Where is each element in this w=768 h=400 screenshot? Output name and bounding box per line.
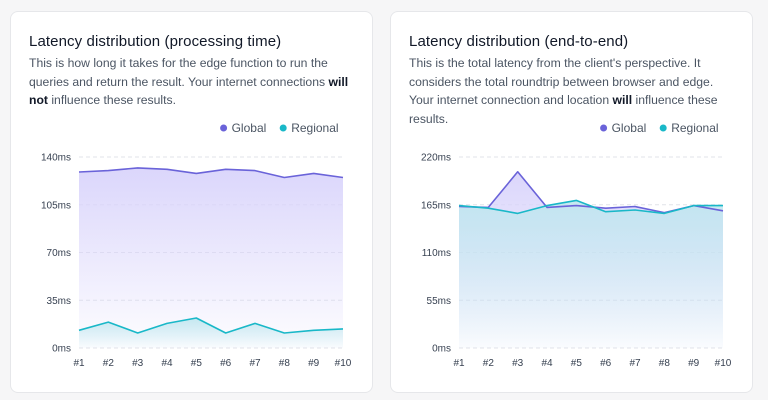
- x-tick-label: #5: [571, 358, 583, 369]
- y-tick-label: 35ms: [47, 296, 71, 307]
- legend: Global Regional: [220, 121, 339, 135]
- description-text: This is how long it takes for the edge f…: [29, 56, 329, 89]
- regional-area: [79, 318, 343, 348]
- x-tick-label: #6: [600, 358, 612, 369]
- x-tick-label: #10: [335, 358, 352, 369]
- legend-global-dot: [600, 124, 608, 132]
- y-tick-label: 55ms: [427, 296, 451, 307]
- regional-area: [459, 200, 723, 348]
- processing-time-card: Latency distribution (processing time) T…: [10, 11, 373, 393]
- end-to-end-chart: 0ms 55ms 110ms 165ms 220ms #1 #2 #3 #4 #5 #6 #7 #8 #9…: [421, 121, 732, 369]
- legend-regional-label: Regional: [671, 121, 718, 135]
- x-tick-label: #8: [279, 358, 291, 369]
- x-tick-label: #5: [191, 358, 203, 369]
- description-text: This is the total latency from the clien…: [409, 56, 714, 107]
- description-text: influence these results.: [409, 93, 718, 126]
- legend-global-label: Global: [232, 121, 267, 135]
- y-tick-label: 0ms: [52, 344, 71, 355]
- end-to-end-card: Latency distribution (end-to-end) This i…: [390, 11, 753, 393]
- x-tick-label: #8: [659, 358, 671, 369]
- y-tick-label: 70ms: [47, 248, 71, 259]
- y-tick-label: 220ms: [421, 153, 451, 164]
- y-tick-label: 110ms: [422, 248, 451, 259]
- legend-regional-dot: [279, 124, 287, 132]
- legend-regional-dot: [659, 124, 667, 132]
- x-tick-label: #2: [103, 358, 115, 369]
- regional-line: [78, 317, 344, 334]
- x-tick-label: #7: [249, 358, 261, 369]
- legend-global-label: Global: [612, 121, 647, 135]
- y-tick-label: 165ms: [421, 200, 451, 211]
- x-tick-label: #4: [541, 358, 553, 369]
- regional-line: [458, 199, 723, 215]
- card-description: This is the total latency from the clien…: [409, 54, 739, 128]
- legend: Global Regional: [600, 121, 719, 135]
- x-tick-label: #10: [715, 358, 732, 369]
- x-tick-label: #6: [220, 358, 232, 369]
- y-tick-label: 140ms: [41, 153, 71, 164]
- x-tick-label: #7: [629, 358, 641, 369]
- legend-regional-label: Regional: [291, 121, 338, 135]
- x-tick-label: #3: [512, 358, 524, 369]
- global-area: [79, 167, 343, 348]
- description-text: influence these results.: [47, 93, 176, 107]
- legend-global-dot: [220, 124, 228, 132]
- x-tick-label: #1: [73, 358, 85, 369]
- x-tick-label: #1: [453, 358, 465, 369]
- emphasis-text: will not: [29, 74, 349, 108]
- emphasis-text: will: [612, 93, 633, 107]
- global-line: [78, 167, 344, 179]
- x-tick-label: #9: [688, 358, 700, 369]
- y-tick-label: 105ms: [41, 200, 71, 211]
- y-tick-label: 0ms: [432, 344, 451, 355]
- card-description: This is how long it takes for the edge f…: [29, 54, 359, 110]
- x-tick-label: #4: [161, 358, 173, 369]
- processing-time-chart: 0ms 35ms 70ms 105ms 140ms #1 #2 #3 #4 #5 #6 #7 #8 #9 #…: [41, 121, 352, 369]
- card-title: Latency distribution (processing time): [29, 33, 282, 50]
- x-tick-label: #2: [483, 358, 495, 369]
- x-tick-label: #3: [132, 358, 144, 369]
- card-title: Latency distribution (end-to-end): [409, 33, 629, 50]
- x-tick-label: #9: [308, 358, 320, 369]
